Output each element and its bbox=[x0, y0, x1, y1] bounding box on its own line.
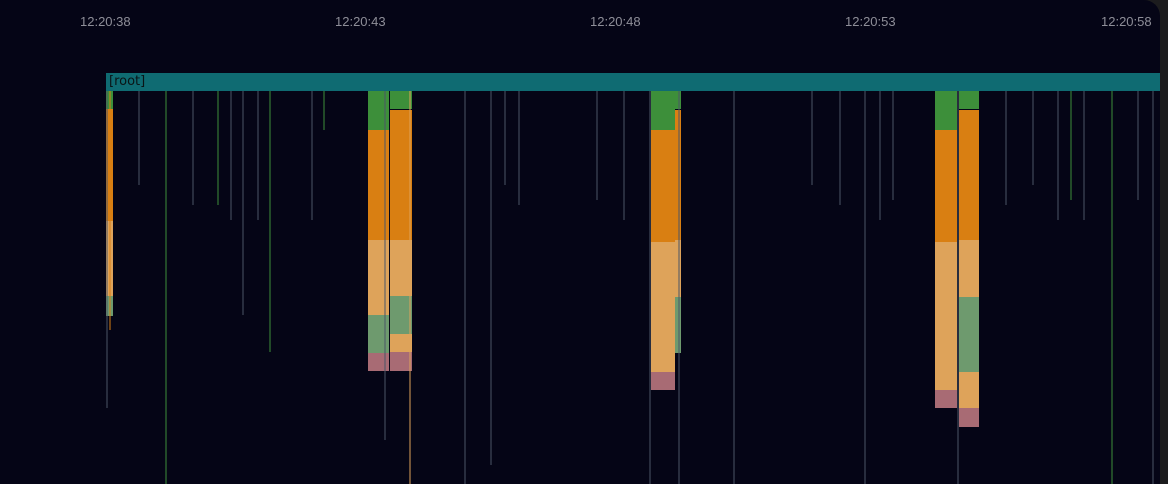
time-tick-label: 12:20:43 bbox=[335, 14, 386, 29]
stack-frame[interactable] bbox=[935, 390, 957, 408]
stack-frame[interactable] bbox=[651, 316, 675, 372]
stack-frame[interactable] bbox=[368, 130, 389, 240]
stack-frame[interactable] bbox=[959, 297, 979, 372]
stack-frame[interactable] bbox=[959, 372, 979, 408]
stack-frame[interactable] bbox=[368, 91, 389, 130]
stack-frame[interactable] bbox=[368, 315, 389, 353]
stack-frame[interactable] bbox=[651, 372, 675, 390]
stack-frame[interactable] bbox=[959, 240, 979, 297]
stack-frame[interactable] bbox=[675, 297, 681, 353]
root-frame[interactable] bbox=[106, 73, 1160, 91]
stack-frame[interactable] bbox=[959, 110, 979, 240]
time-tick-label: 12:20:48 bbox=[590, 14, 641, 29]
window-edge bbox=[1160, 0, 1168, 484]
stack-frame[interactable] bbox=[368, 353, 389, 371]
stack-frame[interactable] bbox=[675, 91, 681, 109]
root-frame-label: [root] bbox=[109, 74, 146, 89]
stack-frame[interactable] bbox=[651, 91, 675, 130]
stack-frame[interactable] bbox=[935, 91, 957, 130]
time-tick-label: 12:20:53 bbox=[845, 14, 896, 29]
stack-frame[interactable] bbox=[390, 110, 412, 240]
stack-frame[interactable] bbox=[390, 240, 412, 296]
stack-frame[interactable] bbox=[935, 130, 957, 242]
stack-frame[interactable] bbox=[368, 240, 389, 315]
stack-frame[interactable] bbox=[390, 334, 412, 352]
stack-frame[interactable] bbox=[675, 110, 681, 240]
stack-frame[interactable] bbox=[651, 130, 675, 242]
stack-frame[interactable] bbox=[935, 242, 957, 390]
time-tick-label: 12:20:38 bbox=[80, 14, 131, 29]
stack-frame[interactable] bbox=[959, 91, 979, 109]
stack-frame[interactable] bbox=[675, 240, 681, 297]
stack-frame[interactable] bbox=[390, 352, 412, 371]
stack-frame[interactable] bbox=[390, 91, 412, 109]
stack-frame[interactable] bbox=[390, 296, 412, 334]
stack-frame[interactable] bbox=[651, 242, 675, 316]
stack-frame[interactable] bbox=[959, 408, 979, 427]
time-tick-label: 12:20:58 bbox=[1101, 14, 1152, 29]
